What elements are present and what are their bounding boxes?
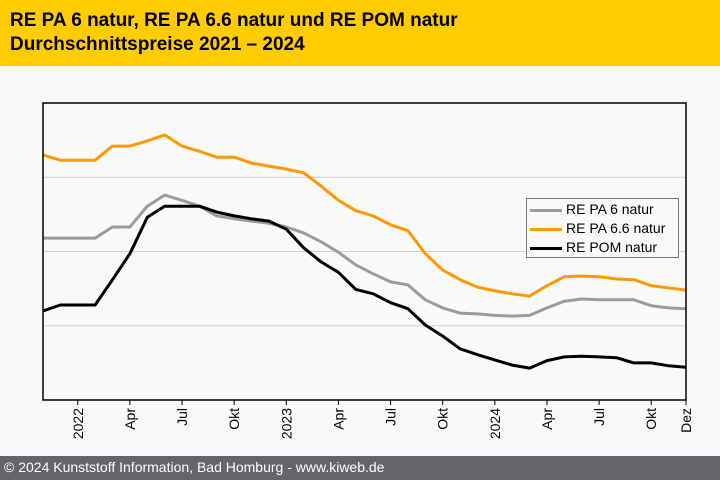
legend-entry-pa66: RE PA 6.6 natur (527, 219, 678, 239)
x-tick-label: Jul (591, 408, 607, 426)
x-tick-label: Jul (383, 408, 399, 426)
legend-entry-pom: RE POM natur (527, 238, 678, 258)
plot-frame (42, 102, 687, 401)
x-tick-label: Apr (539, 408, 555, 430)
series-line-re-pa-6-natur (43, 193, 687, 318)
header-banner: RE PA 6 natur, RE PA 6.6 natur und RE PO… (0, 0, 720, 66)
x-tick-label: Apr (122, 408, 138, 430)
legend: RE PA 6 natur RE PA 6.6 natur RE POM nat… (526, 198, 679, 258)
copyright-text: © 2024 Kunststoff Information, Bad Hombu… (4, 459, 385, 475)
chart-subtitle: Durchschnittspreise 2021 – 2024 (10, 34, 305, 55)
x-tick-label: Okt (643, 408, 659, 430)
x-tick-label: Jul (174, 408, 190, 426)
x-tick-label: Okt (226, 408, 242, 430)
legend-swatch-pom (530, 247, 562, 250)
x-tick-label: 2023 (278, 408, 294, 439)
x-axis-ticks: 2022 Apr Jul Okt 2023 Apr Jul Okt 2024 Apr Jul Okt D… (70, 400, 694, 439)
legend-label-pa6: RE PA 6 natur (566, 201, 654, 217)
legend-swatch-pa66 (530, 228, 562, 231)
x-tick-label: 2024 (487, 408, 503, 439)
x-tick-label: Dez (678, 408, 694, 433)
footer-bar: © 2024 Kunststoff Information, Bad Hombu… (0, 456, 720, 480)
x-tick-label: 2022 (70, 408, 86, 439)
legend-label-pa66: RE PA 6.6 natur (566, 220, 666, 236)
series-line-re-pom-natur (42, 204, 687, 370)
chart-title: RE PA 6 natur, RE PA 6.6 natur und RE PO… (10, 10, 458, 31)
legend-swatch-pa6 (530, 209, 562, 212)
legend-label-pom: RE POM natur (566, 239, 658, 255)
series-lines (42, 133, 687, 370)
legend-entry-pa6: RE PA 6 natur (527, 200, 678, 220)
x-tick-label: Okt (435, 408, 451, 430)
series-line-re-pa-6-6-natur (42, 133, 687, 298)
x-tick-label: Apr (330, 408, 346, 430)
line-chart: 2022 Apr Jul Okt 2023 Apr Jul Okt 2024 Apr Jul Okt D… (42, 102, 694, 439)
